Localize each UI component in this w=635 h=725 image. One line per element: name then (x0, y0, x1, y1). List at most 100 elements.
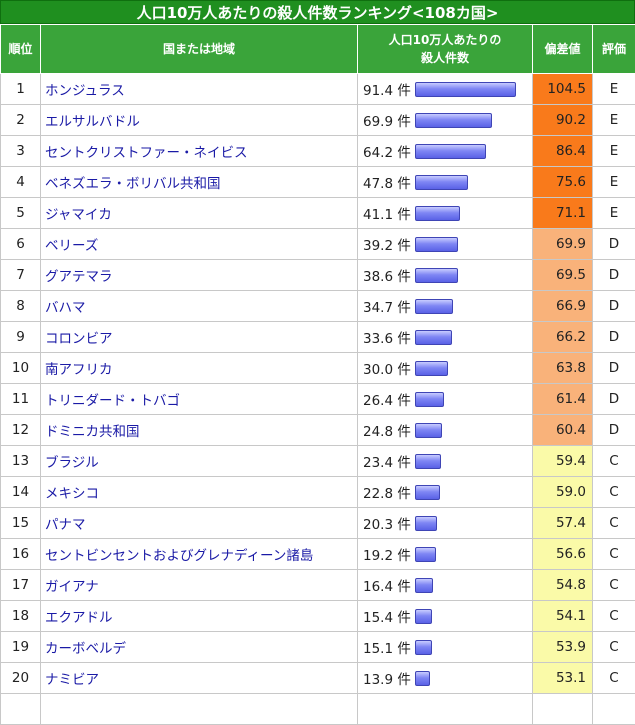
value-unit: 件 (397, 269, 411, 285)
value-unit: 件 (397, 300, 411, 316)
value-bar (415, 485, 440, 500)
country-link[interactable]: ドミニカ共和国 (45, 424, 140, 440)
country-cell: メキシコ (41, 477, 358, 508)
value-bar (415, 609, 432, 624)
grade-cell: C (593, 601, 635, 632)
value-number: 23.4 (363, 455, 393, 471)
country-cell: セントビンセントおよびグレナディーン諸島 (41, 539, 358, 570)
country-cell: 南アフリカ (41, 353, 358, 384)
grade-cell: D (593, 384, 635, 415)
value-text: 13.9 件 (363, 668, 415, 688)
country-link[interactable]: ベリーズ (45, 238, 98, 254)
value-unit: 件 (397, 362, 411, 378)
deviation-cell: 104.5 (533, 74, 593, 105)
header-grade: 評価 (593, 25, 635, 74)
value-text: 19.2 件 (363, 544, 415, 564)
value-bar (415, 392, 444, 407)
value-cell: 30.0 件 (358, 353, 533, 384)
rank-cell: 2 (1, 105, 41, 136)
deviation-cell: 86.4 (533, 136, 593, 167)
country-cell: エルサルバドル (41, 105, 358, 136)
deviation-cell: 60.4 (533, 415, 593, 446)
country-link[interactable]: パナマ (45, 517, 86, 533)
value-unit: 件 (397, 114, 411, 130)
country-link[interactable]: メキシコ (45, 486, 99, 502)
country-link[interactable]: トリニダード・トバゴ (45, 393, 180, 409)
country-link[interactable]: エルサルバドル (45, 114, 140, 130)
value-cell: 64.2 件 (358, 136, 533, 167)
value-number: 22.8 (363, 486, 393, 502)
country-link[interactable]: グアテマラ (45, 269, 113, 285)
country-link[interactable]: 南アフリカ (45, 362, 113, 378)
country-cell: バハマ (41, 291, 358, 322)
country-link[interactable]: カーボベルデ (45, 641, 126, 657)
country-cell: ホンジュラス (41, 74, 358, 105)
deviation-cell: 69.5 (533, 260, 593, 291)
country-cell: ブラジル (41, 446, 358, 477)
value-text: 23.4 件 (363, 451, 415, 471)
value-cell: 20.3 件 (358, 508, 533, 539)
value-text: 41.1 件 (363, 203, 415, 223)
header-value-line2: 殺人件数 (421, 51, 469, 65)
value-cell: 39.2 件 (358, 229, 533, 260)
deviation-cell: 56.6 (533, 539, 593, 570)
grade-cell: C (593, 539, 635, 570)
value-cell: 33.6 件 (358, 322, 533, 353)
grade-cell: C (593, 632, 635, 663)
country-link[interactable]: エクアドル (45, 610, 113, 626)
value-bar (415, 361, 448, 376)
value-cell: 69.9 件 (358, 105, 533, 136)
country-link[interactable]: ブラジル (45, 455, 99, 471)
rank-cell: 8 (1, 291, 41, 322)
rank-cell: 1 (1, 74, 41, 105)
rank-cell: 12 (1, 415, 41, 446)
rank-cell: 15 (1, 508, 41, 539)
value-text: 38.6 件 (363, 265, 415, 285)
deviation-cell: 53.9 (533, 632, 593, 663)
country-link[interactable]: コロンビア (45, 331, 113, 347)
country-link[interactable]: ベネズエラ・ボリバル共和国 (45, 176, 221, 192)
rank-cell: 17 (1, 570, 41, 601)
deviation-cell: 59.4 (533, 446, 593, 477)
ranking-title: 人口10万人あたりの殺人件数ランキング<108カ国> (0, 0, 635, 24)
country-link[interactable]: ジャマイカ (45, 207, 112, 223)
value-number: 19.2 (363, 548, 393, 564)
value-bar (415, 144, 486, 159)
rank-cell: 16 (1, 539, 41, 570)
rank-cell: 14 (1, 477, 41, 508)
value-number: 24.8 (363, 424, 393, 440)
country-link[interactable]: バハマ (45, 300, 86, 316)
value-bar (415, 82, 516, 97)
value-unit: 件 (397, 83, 411, 99)
value-text: 91.4 件 (363, 79, 415, 99)
value-unit: 件 (397, 641, 411, 657)
rank-cell: 5 (1, 198, 41, 229)
country-cell: ナミビア (41, 663, 358, 694)
table-header-row: 順位 国または地域 人口10万人あたりの 殺人件数 偏差値 評価 (1, 25, 635, 74)
country-cell: ベリーズ (41, 229, 358, 260)
grade-cell: D (593, 229, 635, 260)
value-bar (415, 206, 460, 221)
country-link[interactable]: セントクリストファー・ネイビス (45, 145, 248, 161)
value-text: 20.3 件 (363, 513, 415, 533)
value-unit: 件 (397, 672, 411, 688)
value-text: 39.2 件 (363, 234, 415, 254)
country-link[interactable]: ナミビア (45, 672, 99, 688)
deviation-cell: 66.9 (533, 291, 593, 322)
country-cell: ドミニカ共和国 (41, 415, 358, 446)
header-rank: 順位 (1, 25, 41, 74)
country-link[interactable]: ガイアナ (45, 579, 99, 595)
value-text: 24.8 件 (363, 420, 415, 440)
value-cell: 19.2 件 (358, 539, 533, 570)
country-cell: ジャマイカ (41, 198, 358, 229)
country-link[interactable]: セントビンセントおよびグレナディーン諸島 (45, 548, 313, 564)
value-unit: 件 (397, 176, 411, 192)
country-link[interactable]: ホンジュラス (45, 83, 125, 99)
